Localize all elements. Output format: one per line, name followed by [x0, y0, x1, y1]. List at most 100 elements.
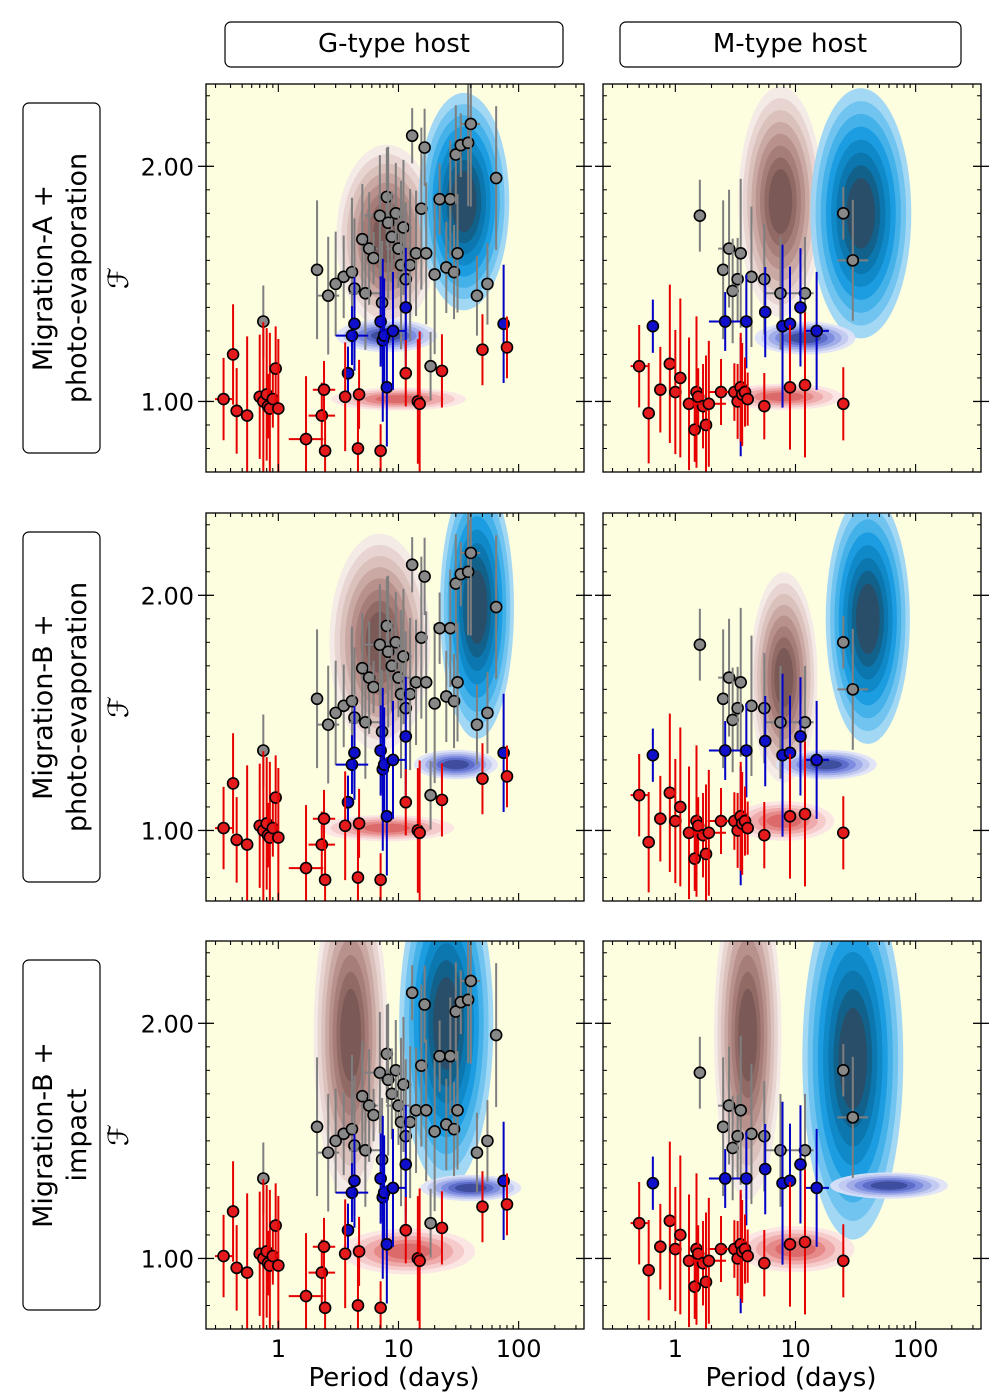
panel-3-g-red-point: [217, 1249, 230, 1263]
panel-2-m-density-blue-level-8: [855, 583, 880, 655]
panel-3-g: 1.00 2.00 1 10 100: [141, 940, 592, 1363]
panel-1-m-grey-point: [846, 254, 860, 267]
panel-1-g-observations-blue: [335, 247, 510, 447]
panel-2-g-grey-point: [419, 676, 433, 689]
panel-2-m-x-ticks: [611, 513, 974, 901]
panel-1-g-red-point: [272, 402, 285, 415]
panel-3-g-grey-point: [464, 974, 478, 988]
panel-1-m-density-blue: [810, 88, 912, 339]
panel-3-g-red-point: [230, 1261, 243, 1275]
panel-2-m-grey-point: [726, 713, 739, 727]
panel-2-m-grey-point: [745, 699, 758, 713]
panel-2-g-grey-point: [380, 619, 394, 633]
panel-3-m-red-point: [654, 1240, 667, 1253]
panel-1-m-blue-point: [810, 324, 823, 338]
panel-3-m-grey-point: [693, 1066, 707, 1079]
panel-1-g-density-blue: [418, 92, 510, 311]
panel-1-g-grey-point: [464, 117, 478, 131]
panel-3-g-blue-point: [399, 1158, 413, 1171]
panel-2-g-grey-point: [392, 671, 405, 684]
panel-2-m-red-point: [836, 826, 850, 840]
panel-1-m-density-blue-level-8: [846, 178, 876, 249]
y-axis-label-row-1: ℱ: [102, 267, 135, 289]
panel-2-g-red-point: [374, 873, 387, 887]
panel-2-g: 1.00 2.00: [141, 512, 592, 902]
panel-1-m-grey-point: [774, 286, 787, 300]
panel-2-g-red-point: [269, 791, 282, 804]
panel-1-g-red-point: [338, 390, 352, 404]
panel-2-g-grey-point: [428, 697, 441, 710]
panel-2-g-grey-point: [310, 692, 324, 706]
panel-3-m-y-ticks: [595, 952, 989, 1306]
panel-3-m-density-slate-level-6: [870, 1181, 908, 1190]
panel-1-g-red-point: [476, 343, 489, 357]
panel-1-g-red-point: [230, 404, 243, 418]
panel-1-m-red-point: [798, 378, 812, 392]
panel-3-g-grey-point: [424, 1216, 437, 1230]
panel-3-m-red-point: [783, 1238, 797, 1251]
panel-2-g-grey-point: [444, 621, 457, 635]
panel-2-g-frame: [205, 512, 585, 902]
y-axis-label-row-3: ℱ: [102, 1124, 135, 1146]
panel-2-g-blue-point: [341, 795, 355, 809]
panel-1-g-blue-point: [386, 324, 400, 338]
panel-3-m-observations-grey: [693, 1035, 869, 1207]
panel-3-m-x-tick-label: 1: [668, 1335, 683, 1363]
panel-2-g-red-point: [500, 770, 514, 783]
row-label-2-line-2: photo-evaporation: [62, 582, 93, 832]
row-label-1-line-2: photo-evaporation: [62, 153, 93, 403]
panel-2-g-grey-point: [433, 621, 446, 635]
panel-1-m-grey-point: [836, 207, 850, 220]
panel-3-g-red-point: [317, 1240, 331, 1253]
panel-2-g-grey-point: [489, 600, 503, 614]
panel-1-g-red-point: [269, 362, 282, 375]
panel-1-g-red-point: [226, 348, 240, 361]
panel-3-g-grey-point: [444, 1049, 457, 1063]
panel-2-g-red-point: [476, 772, 489, 786]
panel-2-m-density-blue: [825, 513, 910, 744]
panels: 1.00 2.00 1.00 2.00 1.00 2.00 1 10 100 1 10 100: [141, 83, 989, 1363]
panel-3-g-red-point: [226, 1205, 240, 1218]
panel-2-m-blue-point: [758, 734, 772, 748]
panel-3-g-red-point: [399, 1223, 413, 1237]
row-label-2-line-1: Migration-B +: [28, 614, 59, 800]
panel-3-m-x-tick-label: 100: [893, 1335, 939, 1363]
panel-2-m: [595, 512, 989, 902]
panel-2-g-red-point: [240, 838, 254, 851]
panel-3-m-red-point: [663, 1214, 677, 1228]
panel-3-m-density-pink: [736, 1226, 855, 1273]
panel-1-g-y-tick-label: 1.00: [141, 388, 194, 416]
panel-2-m-red-point: [699, 847, 713, 861]
panel-1-m-grey-point: [745, 270, 758, 284]
panel-3-m-red-point: [741, 1249, 754, 1263]
panel-1-g-grey-point: [373, 209, 387, 222]
panel-1-g-red-point: [351, 442, 365, 455]
panel-3-g-y-tick-label: 2.00: [141, 1010, 194, 1038]
row-label-3-line-2: impact: [62, 1089, 93, 1182]
panel-3-m-grey-point: [774, 1143, 787, 1157]
panel-1-g-red-point: [299, 432, 313, 446]
panel-3-m-grey-point: [745, 1127, 758, 1141]
panel-1-g-grey-point: [489, 171, 503, 185]
panel-2-g-blue-point: [345, 758, 359, 771]
panel-1-m-red-point: [702, 397, 716, 411]
panel-1-m: [595, 83, 989, 473]
panel-3-m-x-tick-label: 10: [780, 1335, 811, 1363]
panel-2-g-grey-point: [367, 680, 380, 694]
panel-2-m-grey-point: [846, 683, 860, 696]
panel-2-g-red-point: [338, 819, 352, 833]
panel-3-g-observations-red: [214, 1161, 514, 1329]
panel-3-g-grey-point: [389, 1064, 403, 1077]
panel-3-g-red-point: [500, 1198, 514, 1211]
panel-2-g-red-point: [351, 871, 365, 884]
panel-1-g-grey-point: [367, 251, 380, 265]
panel-2-m-grey-point: [774, 715, 787, 729]
panel-3-m-frame: [602, 940, 982, 1330]
panel-3-g-red-point: [351, 1299, 365, 1312]
panel-3-g-observations-grey: [257, 941, 503, 1258]
panel-3-g-blue-point: [341, 1223, 355, 1237]
panel-1-m-grey-point: [716, 263, 730, 277]
panel-2-g-grey-point: [345, 694, 359, 708]
panel-3-g-grey-point: [367, 1108, 380, 1122]
